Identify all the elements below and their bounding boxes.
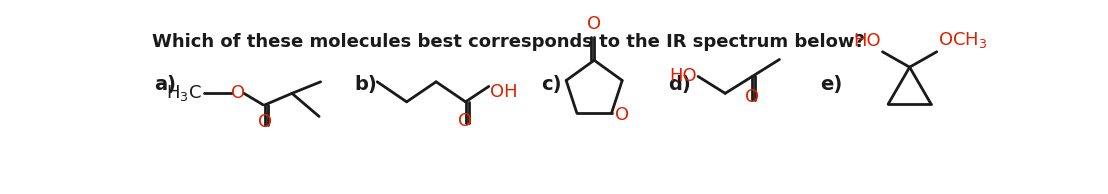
- Text: H$_3$C: H$_3$C: [166, 83, 202, 103]
- Text: HO: HO: [853, 32, 881, 50]
- Text: O: O: [746, 88, 759, 106]
- Text: O: O: [587, 15, 602, 33]
- Text: O: O: [615, 106, 628, 124]
- Text: HO: HO: [669, 67, 697, 85]
- Text: O: O: [459, 112, 473, 130]
- Text: O: O: [230, 84, 245, 102]
- Text: e): e): [821, 75, 843, 94]
- Text: c): c): [542, 75, 562, 94]
- Text: OCH$_3$: OCH$_3$: [938, 30, 987, 50]
- Text: Which of these molecules best corresponds to the IR spectrum below?: Which of these molecules best correspond…: [153, 33, 865, 50]
- Text: b): b): [353, 75, 377, 94]
- Text: a): a): [154, 75, 176, 94]
- Text: O: O: [258, 113, 271, 131]
- Text: OH: OH: [491, 83, 517, 101]
- Text: d): d): [668, 75, 690, 94]
